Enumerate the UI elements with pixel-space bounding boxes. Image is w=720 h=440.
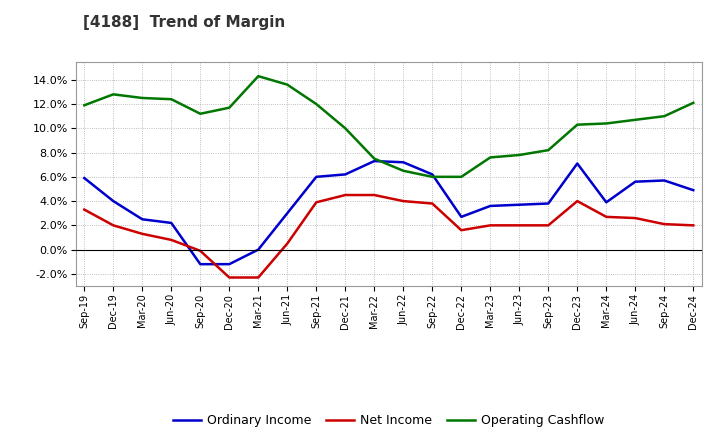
Ordinary Income <box>544 201 553 206</box>
Net Income <box>138 231 147 236</box>
Ordinary Income <box>138 216 147 222</box>
Operating Cashflow <box>283 82 292 87</box>
Ordinary Income <box>196 261 204 267</box>
Operating Cashflow <box>225 105 233 110</box>
Line: Ordinary Income: Ordinary Income <box>84 161 693 264</box>
Ordinary Income <box>515 202 523 207</box>
Text: [4188]  Trend of Margin: [4188] Trend of Margin <box>83 15 285 30</box>
Net Income <box>515 223 523 228</box>
Ordinary Income <box>631 179 639 184</box>
Net Income <box>631 216 639 221</box>
Operating Cashflow <box>370 156 379 161</box>
Net Income <box>689 223 698 228</box>
Net Income <box>602 214 611 220</box>
Ordinary Income <box>573 161 582 166</box>
Operating Cashflow <box>689 100 698 106</box>
Operating Cashflow <box>602 121 611 126</box>
Ordinary Income <box>457 214 466 220</box>
Net Income <box>109 223 117 228</box>
Line: Net Income: Net Income <box>84 195 693 278</box>
Net Income <box>254 275 263 280</box>
Operating Cashflow <box>138 95 147 101</box>
Ordinary Income <box>283 211 292 216</box>
Net Income <box>341 192 350 198</box>
Ordinary Income <box>486 203 495 209</box>
Net Income <box>196 248 204 253</box>
Operating Cashflow <box>341 126 350 131</box>
Line: Operating Cashflow: Operating Cashflow <box>84 76 693 177</box>
Net Income <box>544 223 553 228</box>
Ordinary Income <box>399 160 408 165</box>
Net Income <box>457 227 466 233</box>
Operating Cashflow <box>457 174 466 180</box>
Net Income <box>225 275 233 280</box>
Ordinary Income <box>254 247 263 252</box>
Ordinary Income <box>109 198 117 204</box>
Operating Cashflow <box>515 152 523 158</box>
Ordinary Income <box>428 172 436 177</box>
Ordinary Income <box>167 220 176 226</box>
Legend: Ordinary Income, Net Income, Operating Cashflow: Ordinary Income, Net Income, Operating C… <box>168 409 609 432</box>
Operating Cashflow <box>660 114 669 119</box>
Operating Cashflow <box>631 117 639 122</box>
Operating Cashflow <box>312 101 320 106</box>
Ordinary Income <box>312 174 320 180</box>
Operating Cashflow <box>428 174 436 180</box>
Net Income <box>370 192 379 198</box>
Ordinary Income <box>80 176 89 181</box>
Operating Cashflow <box>486 155 495 160</box>
Operating Cashflow <box>254 73 263 79</box>
Operating Cashflow <box>544 147 553 153</box>
Net Income <box>428 201 436 206</box>
Ordinary Income <box>689 187 698 193</box>
Net Income <box>660 221 669 227</box>
Net Income <box>80 207 89 212</box>
Net Income <box>283 241 292 246</box>
Net Income <box>167 237 176 242</box>
Ordinary Income <box>370 158 379 164</box>
Ordinary Income <box>602 200 611 205</box>
Ordinary Income <box>225 261 233 267</box>
Net Income <box>486 223 495 228</box>
Net Income <box>573 198 582 204</box>
Ordinary Income <box>341 172 350 177</box>
Operating Cashflow <box>399 168 408 173</box>
Ordinary Income <box>660 178 669 183</box>
Operating Cashflow <box>109 92 117 97</box>
Operating Cashflow <box>167 96 176 102</box>
Operating Cashflow <box>196 111 204 117</box>
Operating Cashflow <box>573 122 582 127</box>
Operating Cashflow <box>80 103 89 108</box>
Net Income <box>312 200 320 205</box>
Net Income <box>399 198 408 204</box>
